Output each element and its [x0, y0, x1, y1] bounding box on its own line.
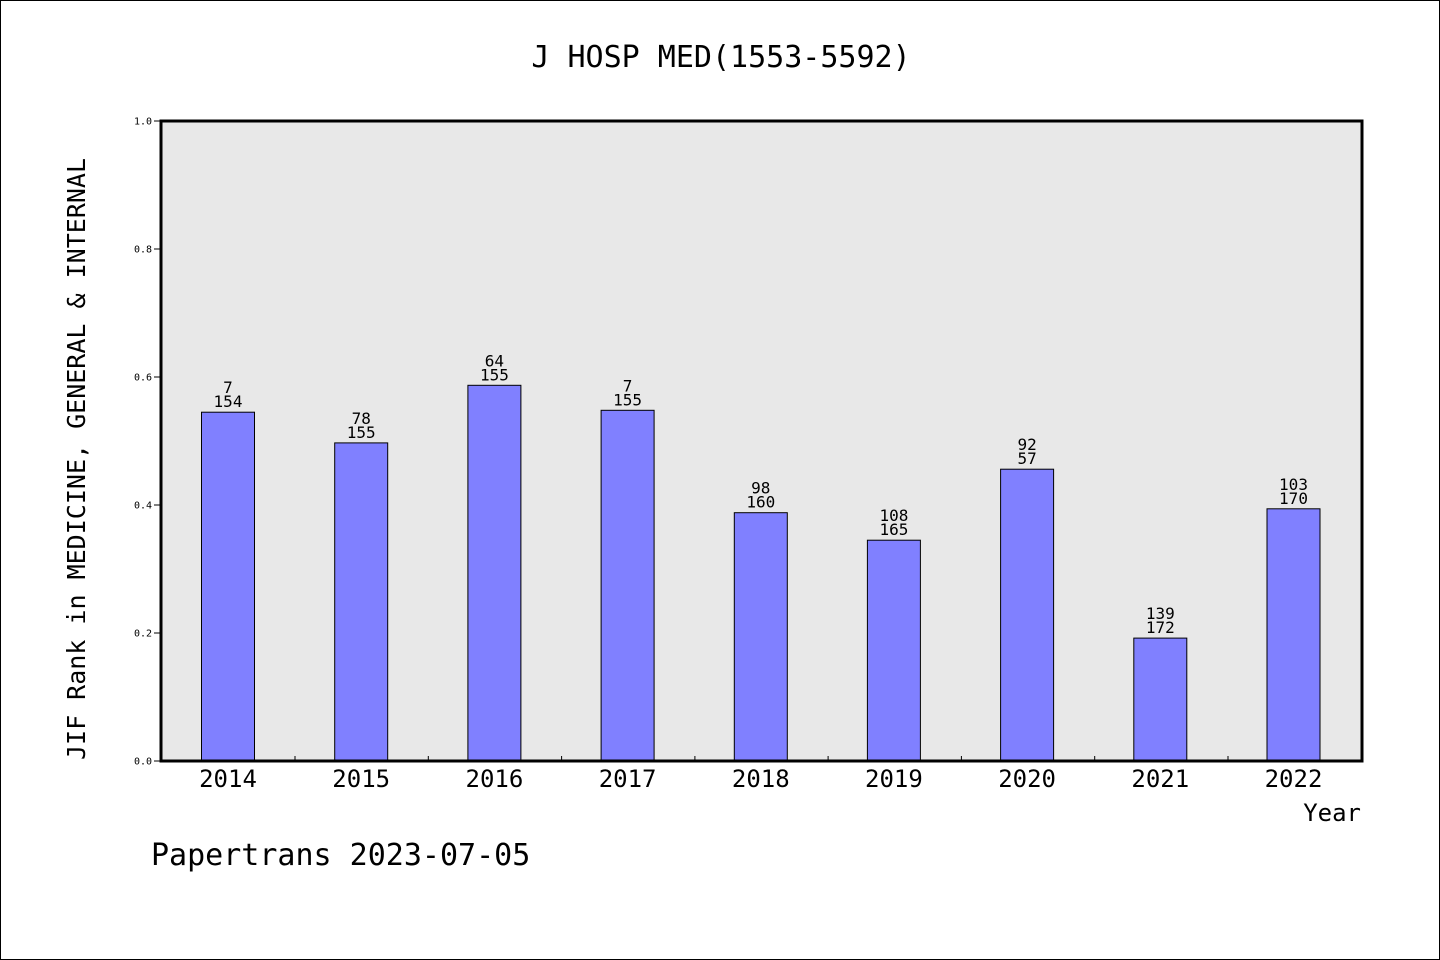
y-tick-label: 0.6: [134, 373, 152, 384]
data-label-top-2016: 64: [485, 351, 504, 370]
data-label-top-2014: 7: [223, 378, 233, 397]
data-label-bottom-2017: 155: [613, 390, 642, 409]
data-label-bottom-2014: 154: [214, 392, 243, 411]
bars-layer: [201, 384, 1321, 762]
x-tick-label-2019: 2019: [865, 765, 923, 793]
y-axis-label: JIF Rank in MEDICINE, GENERAL & INTERNAL: [62, 158, 91, 760]
data-label-top-2018: 98: [751, 479, 770, 498]
y-tick-label: 0.2: [134, 629, 152, 640]
x-tick-label-2022: 2022: [1265, 765, 1323, 793]
data-label-top-2022: 103: [1279, 475, 1308, 494]
bar-2021: [1133, 637, 1188, 762]
bar-2020: [1000, 468, 1055, 762]
data-label-top-2020: 92: [1017, 435, 1036, 454]
bar-2015: [334, 442, 389, 762]
x-tick-label-2016: 2016: [466, 765, 524, 793]
data-label-top-2019: 108: [879, 506, 908, 525]
x-tick-label-2018: 2018: [732, 765, 790, 793]
data-label-top-2015: 78: [352, 409, 371, 428]
y-axis-ticks: 0.0 0.2 0.4 0.6 0.8 1.0: [134, 117, 161, 768]
data-label-bottom-2016: 155: [480, 365, 509, 384]
data-label-bottom-2020: 57: [1017, 449, 1036, 468]
data-label-bottom-2015: 155: [347, 423, 376, 442]
bar-2016: [467, 384, 522, 762]
x-tick-label-2021: 2021: [1131, 765, 1189, 793]
data-label-top-2017: 7: [623, 376, 633, 395]
x-axis-label: Year: [1303, 799, 1361, 827]
y-tick-label: 0.8: [134, 245, 152, 256]
y-tick-label: 0.4: [134, 501, 152, 512]
data-labels-layer: 7154781556415571559816010816592571391721…: [214, 351, 1308, 637]
y-tick-label: 0.0: [134, 757, 152, 768]
bar-2022: [1266, 508, 1321, 762]
plot-border: [159, 119, 1364, 763]
chart-title: J HOSP MED(1553-5592): [531, 40, 910, 75]
bar-2014: [201, 411, 255, 762]
bar-2019: [866, 539, 921, 762]
bar-2018: [733, 512, 788, 762]
data-label-bottom-2018: 160: [746, 493, 775, 512]
x-tick-label-2015: 2015: [332, 765, 390, 793]
x-axis-ticks: 2014 2015 2016 2017 2018 2019 2020 2021 2022: [199, 756, 1322, 793]
x-tick-label-2014: 2014: [199, 765, 257, 793]
data-label-bottom-2022: 170: [1279, 489, 1308, 508]
data-label-top-2021: 139: [1146, 604, 1175, 623]
x-tick-label-2020: 2020: [998, 765, 1056, 793]
footer-source-date: Papertrans 2023-07-05: [151, 838, 530, 873]
bar-2017: [600, 409, 655, 762]
data-label-bottom-2019: 165: [879, 520, 908, 539]
data-label-bottom-2021: 172: [1146, 618, 1175, 637]
x-tick-label-2017: 2017: [599, 765, 657, 793]
y-tick-label: 1.0: [134, 117, 152, 128]
